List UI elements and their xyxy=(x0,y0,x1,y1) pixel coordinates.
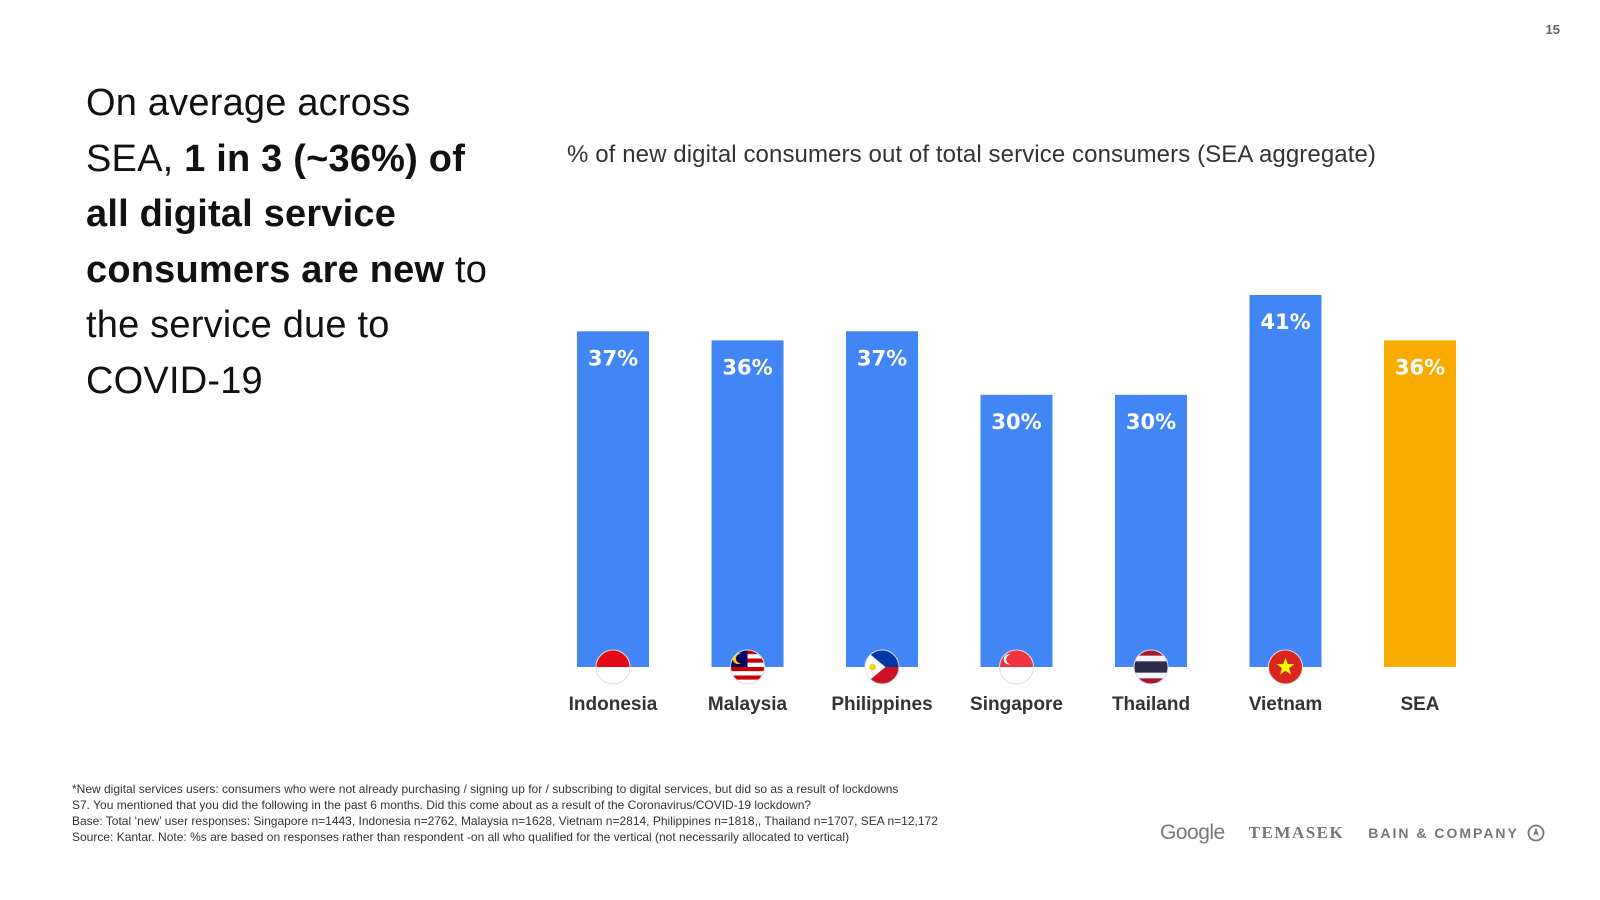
google-logo: Google xyxy=(1160,821,1225,844)
bar-indonesia xyxy=(577,331,649,667)
headline-part2: to the service due to COVID-19 xyxy=(86,248,488,402)
bain-logo-text: BAIN & COMPANY xyxy=(1368,825,1519,841)
category-label-philippines: Philippines xyxy=(831,694,932,715)
indonesia-flag-icon xyxy=(596,650,630,684)
category-label-thailand: Thailand xyxy=(1112,694,1190,715)
category-label-vietnam: Vietnam xyxy=(1249,694,1323,715)
bar-value-label-indonesia: 37% xyxy=(588,346,638,370)
bar-malaysia xyxy=(711,340,784,667)
footnote-3: Base: Total ‘new’ user responses: Singap… xyxy=(72,814,938,828)
bar-philippines xyxy=(846,331,918,667)
thailand-flag-icon xyxy=(1134,650,1168,684)
footnote-4: Source: Kantar. Note: %s are based on re… xyxy=(72,830,850,844)
bar-sea xyxy=(1384,340,1456,667)
headline-part1: On average across SEA, xyxy=(86,82,411,180)
bar-value-label-thailand: 30% xyxy=(1126,410,1176,434)
footnote-1: *New digital services users: consumers w… xyxy=(72,782,899,796)
chart-title: % of new digital consumers out of total … xyxy=(567,141,1377,168)
bar-value-label-philippines: 37% xyxy=(857,346,907,370)
page-number: 15 xyxy=(1545,22,1560,37)
footnote-2: S7. You mentioned that you did the follo… xyxy=(72,798,812,812)
category-label-sea: SEA xyxy=(1400,694,1439,715)
bain-compass-icon xyxy=(1527,824,1545,842)
vietnam-flag-icon xyxy=(1268,650,1303,684)
category-label-singapore: Singapore xyxy=(970,694,1063,715)
headline: On average across SEA, 1 in 3 (~36%) of … xyxy=(86,76,506,409)
singapore-flag-icon xyxy=(999,650,1034,684)
philippines-flag-icon xyxy=(865,650,899,684)
bar-singapore xyxy=(980,394,1053,667)
category-label-indonesia: Indonesia xyxy=(569,694,658,715)
bar-value-label-singapore: 30% xyxy=(991,410,1041,434)
bar-value-label-vietnam: 41% xyxy=(1260,310,1310,334)
category-label-malaysia: Malaysia xyxy=(708,694,788,715)
bar-vietnam xyxy=(1249,295,1322,667)
partner-logos: Google TEMASEK BAIN & COMPANY xyxy=(1160,818,1545,848)
bain-logo: BAIN & COMPANY xyxy=(1368,824,1545,842)
bar-thailand xyxy=(1115,394,1187,667)
temasek-logo: TEMASEK xyxy=(1248,823,1345,842)
footnotes: *New digital services users: consumers w… xyxy=(72,781,1032,845)
headline-bold: 1 in 3 (~36%) of all digital service con… xyxy=(86,137,466,291)
bar-value-label-sea: 36% xyxy=(1395,355,1445,379)
bar-value-label-malaysia: 36% xyxy=(722,355,772,379)
